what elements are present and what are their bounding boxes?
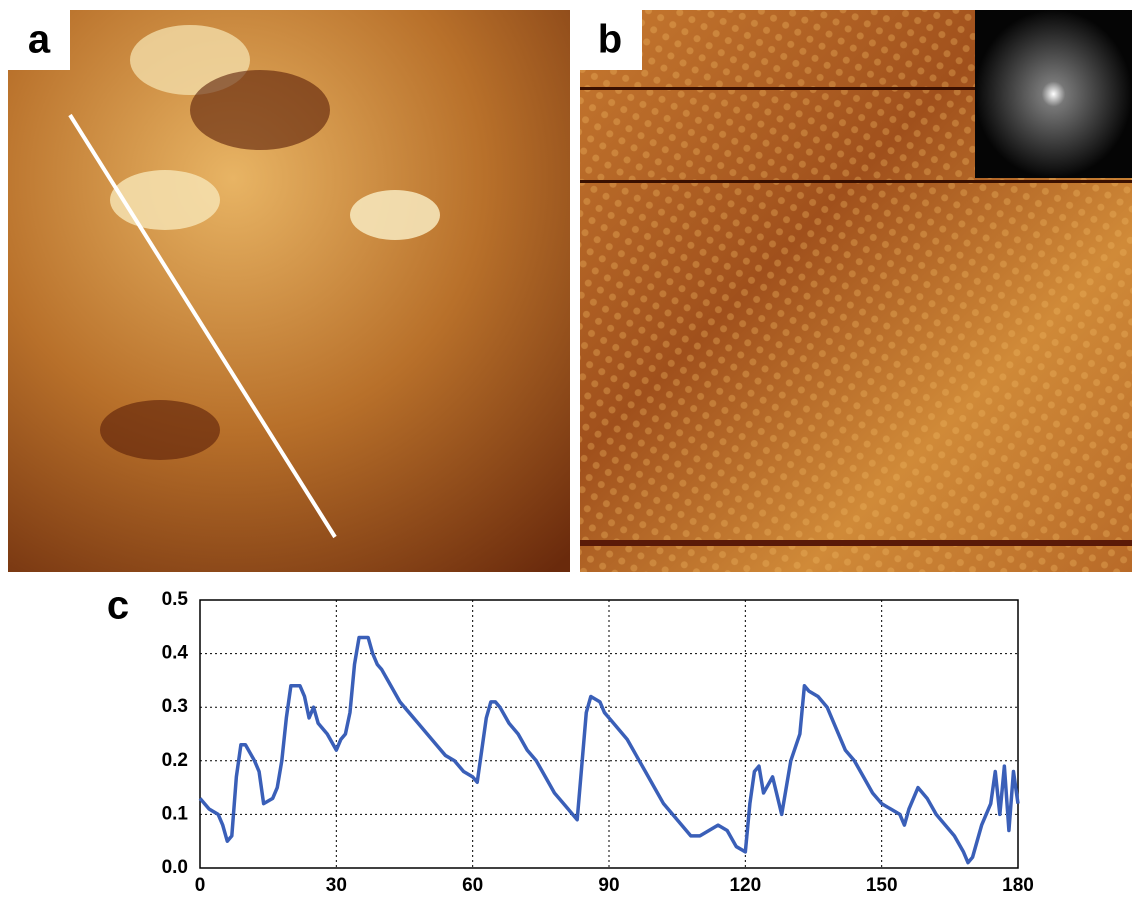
panel-label: b — [598, 18, 622, 62]
y-tick-label: 0.5 — [162, 589, 189, 610]
x-tick-label: 90 — [598, 875, 619, 896]
x-tick-label: 120 — [729, 875, 761, 896]
image-a: a — [8, 10, 570, 572]
y-tick-label: 0.1 — [162, 803, 189, 824]
x-tick-label: 60 — [462, 875, 483, 896]
y-tick-label: 0.0 — [162, 857, 188, 878]
x-tick-label: 0 — [195, 875, 206, 896]
y-tick-label: 0.4 — [162, 643, 189, 664]
panel-label: a — [28, 18, 51, 62]
x-tick-label: 180 — [1002, 875, 1034, 896]
panel-label: c — [107, 584, 129, 628]
plot-area — [199, 599, 1019, 869]
y-tick-label: 0.2 — [162, 750, 188, 771]
x-tick-label: 30 — [326, 875, 347, 896]
image-b: b — [580, 10, 1132, 572]
data-line — [198, 635, 1020, 865]
x-tick-label: 150 — [866, 875, 898, 896]
y-tick-label: 0.3 — [162, 696, 188, 717]
